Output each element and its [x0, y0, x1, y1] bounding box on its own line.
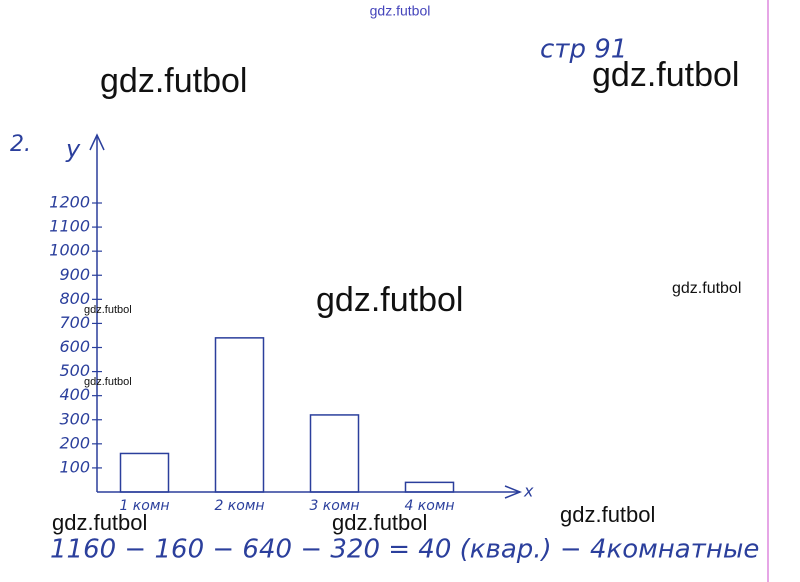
- watermark: gdz.futbol: [84, 376, 132, 388]
- watermark: gdz.futbol: [672, 280, 741, 297]
- y-tick-label: 600: [59, 337, 90, 356]
- x-tick-label: 3 комн: [309, 498, 359, 514]
- x-arrow: [504, 485, 523, 499]
- page-label: стр 91: [540, 35, 627, 65]
- y-tick-label: 500: [59, 361, 90, 380]
- bar: [404, 481, 455, 493]
- watermark: gdz.futbol: [560, 502, 655, 527]
- watermark: gdz.futbol: [370, 3, 431, 19]
- watermark: gdz.futbol: [592, 56, 739, 94]
- y-tick-label: 1100: [49, 217, 90, 236]
- x-axis-label: x: [523, 482, 534, 501]
- y-tick-label: 800: [59, 289, 90, 308]
- y-arrow: [89, 133, 105, 151]
- y-tick-label: 100: [59, 457, 90, 476]
- x-tick-label: 1 комн: [119, 498, 169, 514]
- bar: [119, 452, 170, 493]
- y-tick-label: 900: [59, 265, 90, 284]
- watermark: gdz.futbol: [52, 510, 147, 535]
- x-tick-label: 2 комн: [214, 498, 264, 514]
- bar: [309, 414, 360, 493]
- bar: [214, 337, 265, 493]
- watermark: gdz.futbol: [332, 510, 427, 535]
- y-tick-label: 1200: [49, 193, 90, 212]
- y-tick-label: 200: [59, 433, 90, 452]
- x-tick-label: 4 комн: [404, 498, 454, 514]
- y-tick-label: 400: [59, 385, 90, 404]
- y-axis-label: y: [65, 135, 81, 163]
- watermark: gdz.futbol: [84, 304, 132, 316]
- watermark: gdz.futbol: [316, 281, 463, 319]
- watermark: gdz.futbol: [100, 62, 247, 100]
- task-number: 2.: [10, 132, 31, 157]
- y-tick-label: 300: [59, 409, 90, 428]
- y-tick-label: 700: [59, 313, 90, 332]
- y-tick-label: 1000: [49, 241, 90, 260]
- equation: 1160 − 160 − 640 − 320 = 40 (квар.) − 4к…: [50, 535, 759, 565]
